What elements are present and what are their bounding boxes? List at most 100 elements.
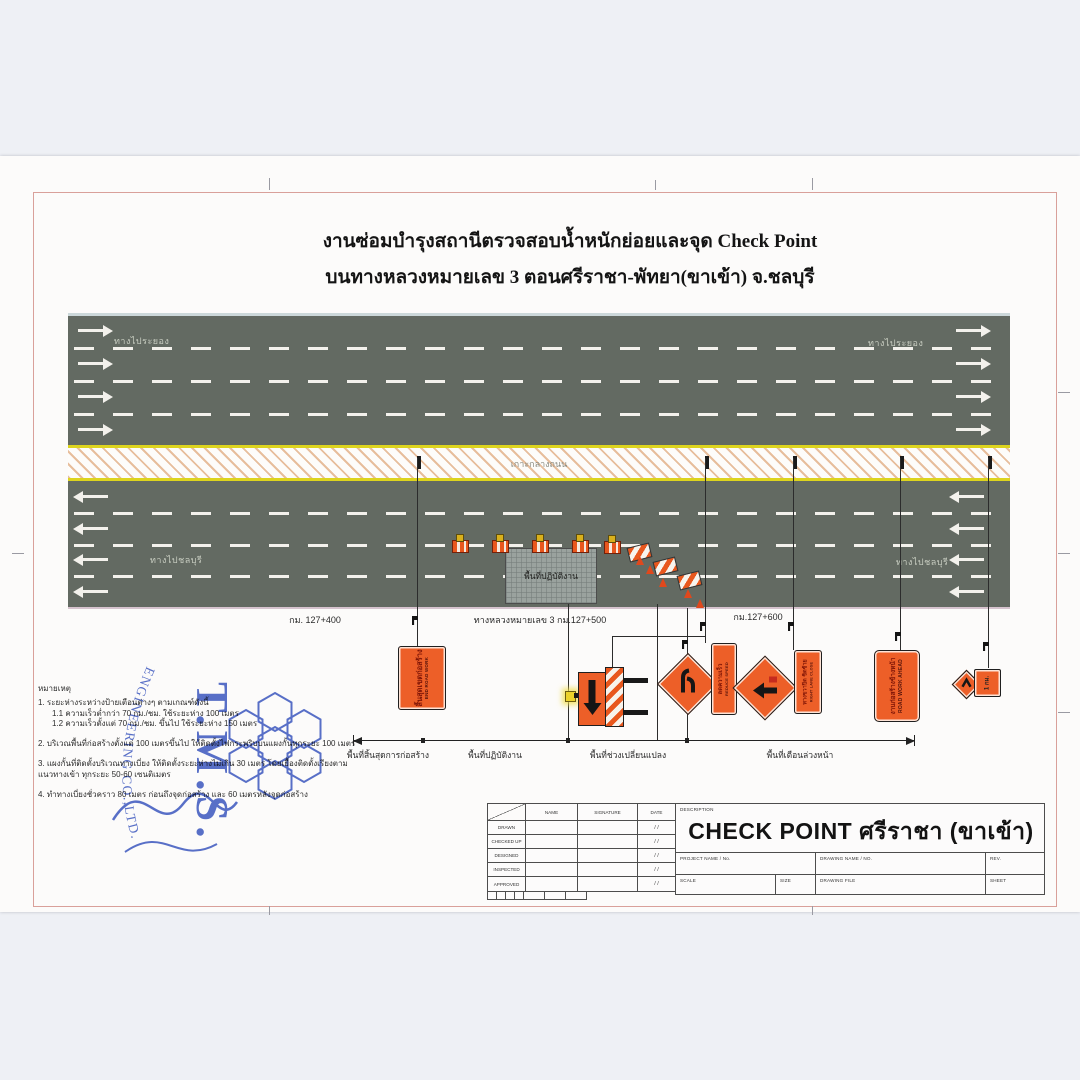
row-label: DRAWN xyxy=(497,825,516,830)
stamp-company-text: ENGINEERING CO.,LTD. xyxy=(119,665,156,841)
project-name-label: PROJECT NAME / No. xyxy=(680,856,731,861)
traffic-drum xyxy=(492,534,509,553)
sign-text-thai: ทางขวาปิด ชิดซ้าย xyxy=(802,659,809,705)
traffic-cone xyxy=(696,599,704,608)
km-label-127-500: ทางหลวงหมายเลข 3 กม.127+500 xyxy=(473,615,607,625)
sign-text-thai: งานก่อสร้างข้างหน้า xyxy=(890,657,898,715)
traffic-arrow-left xyxy=(73,585,108,598)
sign-reduce-speed: ลดความเร็ว REDUCE SPEED xyxy=(711,643,737,715)
note-1-1: 1.1 ความเร็วต่ำกว่า 70 กม./ชม. ใช้ระยะห่… xyxy=(52,708,239,718)
note-3: 3. แผงกั้นที่ติดตั้งบริเวณทางเบี่ยง ให้ต… xyxy=(38,758,348,779)
median-post xyxy=(988,456,992,469)
barrier-leg xyxy=(623,710,648,715)
date-placeholder: / / xyxy=(654,866,659,873)
lane-line xyxy=(74,347,1004,350)
row-designed-signature-cell xyxy=(577,848,638,863)
traffic-arrow-left xyxy=(949,553,984,566)
date-placeholder: / / xyxy=(654,881,659,887)
traffic-arrow-right xyxy=(956,390,991,403)
dimension-tick xyxy=(685,738,689,743)
dimension-end-tick xyxy=(353,735,354,746)
direction-label-chonburi-left: ทางไปชลบุรี xyxy=(150,555,203,565)
sign-text-english: END ROAD WORK xyxy=(423,656,429,700)
titleblock-date-header: DATE xyxy=(637,803,676,821)
row-checked-date-cell: / / xyxy=(637,834,676,849)
size-label: SIZE xyxy=(780,878,792,883)
drawing-name-label: DRAWING NAME / NO. xyxy=(820,856,873,861)
row-designed-label: DESIGNED xyxy=(487,848,526,863)
leader-connector xyxy=(612,636,613,669)
notes-header: หมายเหตุ xyxy=(38,684,71,693)
lane-line xyxy=(74,512,1004,515)
stamp-signature xyxy=(111,792,239,821)
note-1: 1. ระยะห่างระหว่างป้ายเตือนต่างๆ ตามเกณฑ… xyxy=(38,697,209,707)
traffic-cone xyxy=(646,565,654,574)
drawing-file-label: DRAWING FILE xyxy=(820,878,856,883)
lane-merge-icon xyxy=(673,667,703,702)
titleblock-name-header: NAME xyxy=(525,803,578,821)
traffic-arrow-left xyxy=(73,522,108,535)
traffic-arrow-right xyxy=(78,357,113,370)
row-approved-name-cell xyxy=(525,876,578,892)
traffic-drum xyxy=(572,534,589,553)
carriageway-eastbound: ทางไประยอง ทางไประยอง xyxy=(68,313,1010,448)
scale-label: SCALE xyxy=(680,878,697,883)
leader-line xyxy=(568,604,569,740)
row-drawn-name-cell xyxy=(525,820,578,835)
traffic-cone xyxy=(659,578,667,587)
row-label: DESIGNED xyxy=(494,853,519,858)
work-zone-area: พื้นที่ปฏิบัติงาน xyxy=(505,548,597,604)
sign-road-work-ahead: งานก่อสร้างข้างหน้า ROAD WORK AHEAD xyxy=(874,650,920,722)
fold-tick xyxy=(1058,553,1070,554)
rev-cell: REV. xyxy=(985,852,1045,875)
sign-text-english: RIGHT LANE CLOSE xyxy=(809,661,814,703)
fold-tick xyxy=(1058,712,1070,713)
drawing-title-line2: บนทางหลวงหมายเลข 3 ตอนศรีราชา-พัทยา(ขาเข… xyxy=(325,267,815,288)
sheet-cell: SHEET xyxy=(985,874,1045,895)
company-stamp: ENGINEERING CO.,LTD. T.M.S. xyxy=(111,665,322,853)
barrier-leg xyxy=(623,678,648,683)
col-name-label: NAME xyxy=(544,809,559,815)
arrow-board-sign xyxy=(578,672,606,726)
note-2: 2. บริเวณพื้นที่ก่อสร้างตั้งแต่ 100 เมตร… xyxy=(38,739,356,749)
drawing-title-line1: งานซ่อมบำรุงสถานีตรวจสอบน้ำหนักย่อยและจุ… xyxy=(322,231,818,252)
traffic-arrow-right xyxy=(956,357,991,370)
titleblock-corner-cell xyxy=(487,803,526,821)
traffic-cone xyxy=(684,589,692,598)
fold-tick xyxy=(1058,392,1070,393)
light-mount xyxy=(574,693,579,698)
description-cell: DESCRIPTION xyxy=(675,803,1045,853)
leader-line xyxy=(900,458,901,650)
traffic-cone xyxy=(636,556,644,565)
size-cell: SIZE xyxy=(775,874,816,895)
sign-distance-1km: 1 กม. xyxy=(974,669,1001,697)
row-drawn-label: DRAWN xyxy=(487,820,526,835)
drawing-file-cell: DRAWING FILE xyxy=(815,874,986,895)
row-drawn-signature-cell xyxy=(577,820,638,835)
sign-text-distance: 1 กม. xyxy=(983,675,990,691)
stamp-signature xyxy=(124,841,218,853)
row-checked-name-cell xyxy=(525,834,578,849)
description-label: DESCRIPTION xyxy=(680,807,714,812)
dimension-tick xyxy=(421,738,425,743)
fold-tick xyxy=(269,178,270,190)
traffic-arrow-right xyxy=(956,423,991,436)
fold-tick xyxy=(655,180,656,190)
leader-line xyxy=(705,458,706,643)
date-placeholder: / / xyxy=(654,824,659,831)
row-checked-signature-cell xyxy=(577,834,638,849)
row-inspected-label: INSPECTED xyxy=(487,862,526,877)
fold-tick xyxy=(812,906,813,915)
leader-line xyxy=(417,458,418,648)
col-date-label: DATE xyxy=(650,809,663,815)
traffic-drum xyxy=(532,534,549,553)
fold-tick xyxy=(269,906,270,915)
traffic-arrow-left xyxy=(73,553,108,566)
row-approved-signature-cell xyxy=(577,876,638,892)
dimension-end-tick xyxy=(914,735,915,746)
lane-line xyxy=(74,380,1004,383)
rev-label: REV. xyxy=(990,856,1002,861)
scale-box xyxy=(565,891,587,900)
row-designed-name-cell xyxy=(525,848,578,863)
note-1-2: 1.2 ความเร็วตั้งแต่ 70 กม./ชม. ขึ้นไป ใช… xyxy=(52,719,258,729)
